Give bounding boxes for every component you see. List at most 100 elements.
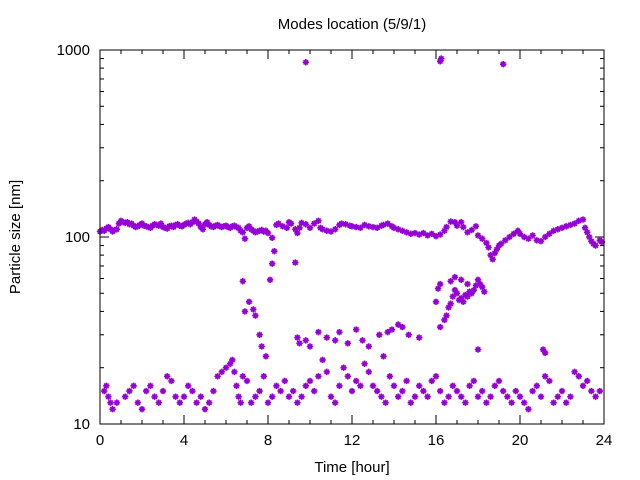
- data-point: [134, 399, 141, 406]
- y-axis-label: Particle size [nm]: [7, 180, 24, 294]
- data-point: [109, 405, 116, 413]
- data-point: [510, 230, 517, 238]
- data-point: [290, 387, 297, 395]
- data-point: [458, 276, 465, 284]
- data-point: [460, 223, 467, 231]
- data-point: [264, 229, 272, 237]
- x-tick-label: 8: [264, 432, 272, 449]
- data-point: [332, 337, 339, 344]
- data-point: [584, 229, 591, 236]
- data-point: [369, 382, 377, 390]
- data-point: [571, 368, 578, 376]
- data-point: [434, 285, 442, 292]
- data-point: [447, 218, 454, 225]
- data-point: [227, 360, 234, 367]
- data-point: [491, 382, 498, 390]
- data-point: [239, 278, 246, 285]
- data-point: [374, 387, 381, 395]
- data-point: [432, 298, 440, 306]
- data-point: [546, 377, 553, 385]
- data-point: [539, 346, 547, 353]
- data-point: [388, 326, 396, 333]
- data-point: [474, 393, 482, 400]
- data-point: [395, 226, 402, 233]
- data-point: [294, 334, 301, 341]
- data-point: [447, 278, 454, 285]
- data-point: [441, 399, 448, 406]
- data-point: [516, 393, 524, 400]
- data-point: [424, 393, 431, 400]
- data-point: [567, 393, 574, 400]
- data-point: [525, 405, 532, 413]
- data-point: [384, 328, 391, 336]
- data-point: [581, 224, 589, 231]
- data-point: [245, 298, 253, 306]
- data-point: [533, 382, 540, 390]
- data-point: [445, 393, 452, 400]
- data-point: [474, 232, 482, 239]
- data-point: [487, 393, 494, 400]
- data-point: [374, 224, 381, 231]
- data-point: [390, 224, 398, 231]
- data-point: [468, 226, 475, 234]
- data-point: [502, 237, 509, 244]
- data-point: [306, 377, 314, 385]
- data-point: [500, 60, 507, 68]
- data-point: [143, 387, 150, 395]
- data-point: [296, 340, 303, 347]
- data-point: [542, 373, 549, 380]
- data-point: [533, 237, 540, 244]
- data-point: [302, 382, 309, 390]
- data-point: [437, 323, 444, 331]
- data-point: [250, 306, 257, 313]
- data-points: [96, 55, 606, 413]
- data-point: [403, 377, 410, 385]
- data-point: [491, 249, 498, 257]
- data-point: [464, 293, 471, 300]
- data-point: [279, 223, 286, 230]
- data-point: [138, 405, 146, 413]
- data-point: [588, 237, 595, 245]
- data-point: [546, 230, 553, 238]
- data-point: [353, 377, 360, 385]
- data-point: [416, 382, 423, 390]
- data-point: [506, 233, 513, 241]
- data-point: [458, 393, 465, 400]
- data-point: [298, 393, 305, 400]
- data-point: [357, 224, 364, 231]
- data-point: [460, 298, 467, 306]
- data-point: [567, 221, 574, 229]
- data-point: [113, 226, 120, 233]
- data-point: [432, 232, 440, 240]
- data-point: [294, 399, 301, 406]
- data-point: [185, 382, 192, 390]
- data-point: [283, 224, 291, 231]
- data-point: [332, 226, 339, 233]
- data-point: [472, 282, 480, 289]
- data-point: [464, 280, 471, 288]
- data-point: [592, 242, 599, 249]
- data-point: [101, 387, 108, 395]
- data-point: [206, 399, 213, 406]
- data-point: [542, 233, 549, 241]
- data-point: [256, 331, 263, 338]
- data-point: [252, 393, 259, 400]
- data-point: [464, 229, 471, 236]
- data-point: [586, 233, 593, 241]
- data-point: [122, 393, 129, 400]
- data-point: [285, 393, 293, 400]
- data-point: [126, 387, 133, 395]
- data-point: [287, 220, 295, 227]
- data-point: [235, 224, 242, 231]
- data-point: [420, 387, 427, 395]
- data-point: [451, 218, 459, 226]
- data-point: [357, 382, 364, 390]
- data-point: [485, 244, 492, 251]
- data-point: [474, 346, 482, 353]
- data-point: [277, 387, 284, 395]
- data-point: [449, 293, 456, 300]
- data-point: [233, 382, 240, 390]
- data-point: [306, 224, 314, 231]
- data-point: [222, 364, 230, 371]
